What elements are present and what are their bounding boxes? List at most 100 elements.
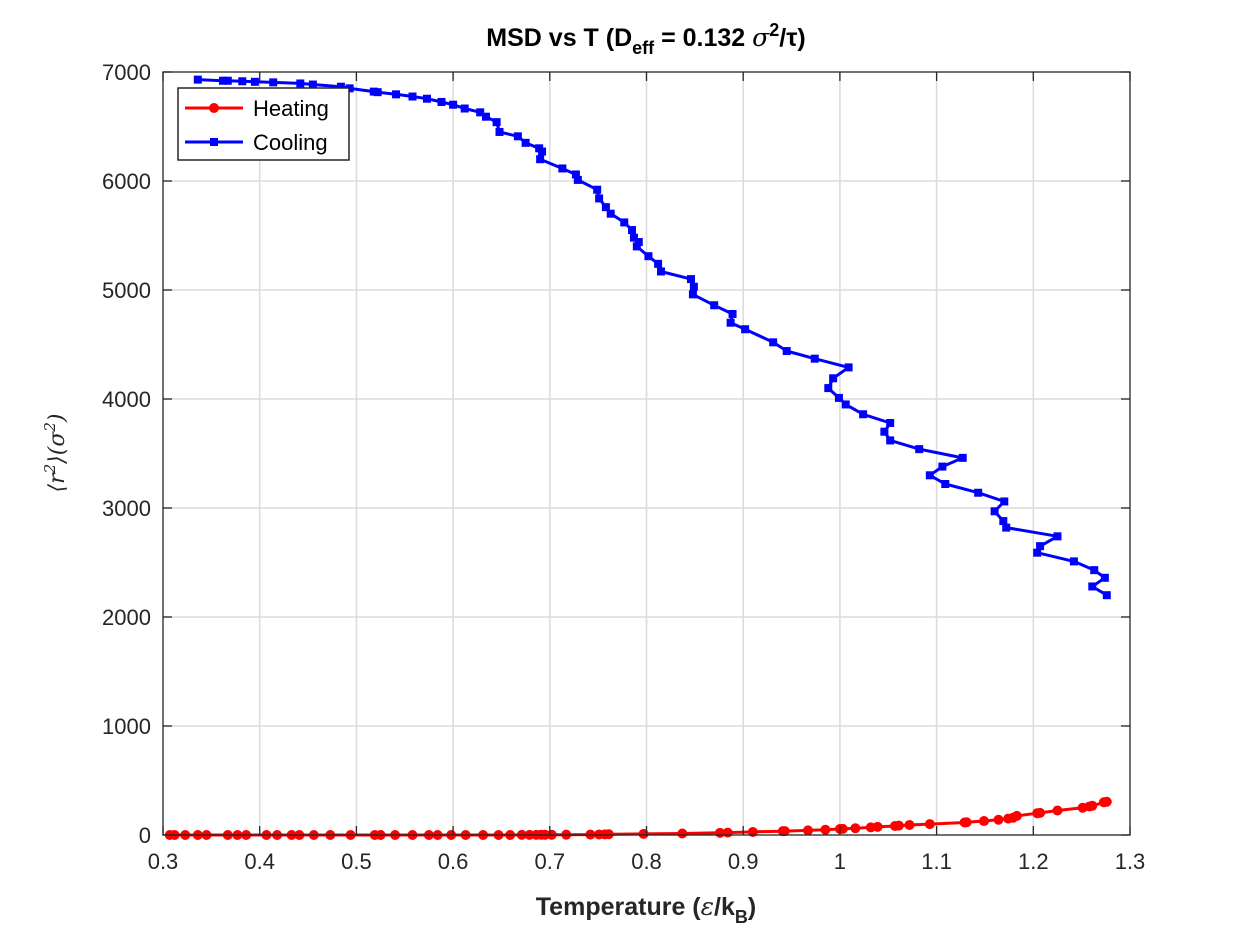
cooling-point: [880, 427, 889, 436]
cooling-point: [1053, 532, 1062, 541]
cooling-point: [1000, 497, 1009, 506]
cooling-point: [336, 82, 345, 91]
cooling-point: [513, 132, 522, 141]
cooling-point: [460, 104, 469, 113]
cooling-point: [654, 259, 663, 268]
heating-point: [820, 824, 831, 835]
y-axis-label: ⟨r2⟩(σ2): [41, 414, 70, 493]
y-tick-label: 4000: [102, 387, 151, 412]
cooling-point: [373, 88, 382, 97]
heating-point: [722, 827, 733, 838]
cooling-point: [601, 203, 610, 212]
cooling-point: [999, 517, 1008, 526]
cooling-point: [606, 209, 615, 218]
cooling-point: [573, 175, 582, 184]
cooling-point: [1033, 548, 1042, 557]
x-tick-label: 0.6: [438, 849, 469, 874]
y-tick-label: 2000: [102, 605, 151, 630]
cooling-point: [193, 75, 202, 84]
cooling-point: [408, 92, 417, 101]
x-tick-label: 1.1: [921, 849, 952, 874]
heating-point: [1087, 800, 1098, 811]
y-tick-label: 5000: [102, 278, 151, 303]
cooling-point: [841, 400, 850, 409]
x-tick-label: 0.4: [244, 849, 275, 874]
cooling-point: [521, 138, 530, 147]
cooling-point: [925, 471, 934, 480]
cooling-point: [782, 347, 791, 356]
cooling-point: [632, 242, 641, 251]
x-tick-label: 1.2: [1018, 849, 1049, 874]
cooling-point: [1036, 542, 1045, 551]
cooling-point: [941, 480, 950, 489]
cooling-point: [558, 164, 567, 173]
cooling-point: [1090, 566, 1099, 575]
cooling-point: [938, 462, 947, 471]
chart-title: MSD vs T (Deff = 0.132 σ2/τ): [486, 20, 805, 58]
cooling-point: [422, 94, 431, 103]
cooling-point: [595, 194, 604, 203]
cooling-point: [726, 318, 735, 327]
cooling-point: [571, 170, 580, 179]
cooling-point: [769, 338, 778, 347]
cooling-point: [296, 79, 305, 88]
cooling-point: [634, 238, 643, 247]
cooling-point: [824, 384, 833, 393]
cooling-point: [223, 76, 232, 85]
legend-box: [177, 87, 350, 161]
cooling-point: [476, 108, 485, 117]
cooling-point: [536, 155, 545, 164]
heating-point: [993, 814, 1004, 825]
heating-point: [924, 819, 935, 830]
y-tick-label: 6000: [102, 169, 151, 194]
cooling-point: [741, 325, 750, 334]
cooling-point: [657, 267, 666, 276]
cooling-point: [1088, 582, 1097, 591]
cooling-point: [481, 112, 490, 121]
cooling-point: [810, 354, 819, 363]
cooling-point: [629, 233, 638, 242]
legend: Heating Cooling: [177, 87, 350, 161]
axis-ticks: [162, 71, 1131, 836]
cooling-point: [1100, 573, 1109, 582]
y-tick-label: 3000: [102, 496, 151, 521]
cooling-point: [834, 393, 843, 402]
heating-point: [1052, 805, 1063, 816]
legend-cooling-marker: [210, 138, 218, 146]
cooling-point: [1102, 591, 1111, 600]
cooling-point: [974, 488, 983, 497]
cooling-point: [269, 78, 278, 87]
legend-heating-label: Heating: [253, 96, 329, 121]
cooling-point: [915, 445, 924, 454]
cooling-point: [689, 282, 698, 291]
heating-point: [1101, 796, 1112, 807]
heating-point: [893, 820, 904, 831]
cooling-point: [492, 118, 501, 127]
cooling-point: [886, 436, 895, 445]
heating-point: [872, 821, 883, 832]
cooling-point: [644, 252, 653, 261]
cooling-point: [688, 290, 697, 299]
cooling-point: [593, 185, 602, 194]
cooling-point: [627, 226, 636, 235]
legend-cooling-label: Cooling: [253, 130, 328, 155]
cooling-point: [495, 127, 504, 136]
y-tick-label: 0: [139, 823, 151, 848]
cooling-point: [218, 76, 227, 85]
cooling-point: [829, 374, 838, 383]
x-tick-label: 0.7: [535, 849, 566, 874]
cooling-point: [958, 453, 967, 462]
cooling-point: [728, 309, 737, 318]
cooling-point: [437, 97, 446, 106]
cooling-point: [990, 507, 999, 516]
x-tick-label: 1: [834, 849, 846, 874]
legend-heating-marker: [209, 103, 219, 113]
heating-point: [904, 819, 915, 830]
cooling-point: [686, 275, 695, 284]
cooling-point: [1069, 557, 1078, 566]
cooling-point: [1002, 523, 1011, 532]
cooling-point: [449, 100, 458, 109]
x-tick-label: 0.3: [148, 849, 179, 874]
heating-point: [978, 816, 989, 827]
